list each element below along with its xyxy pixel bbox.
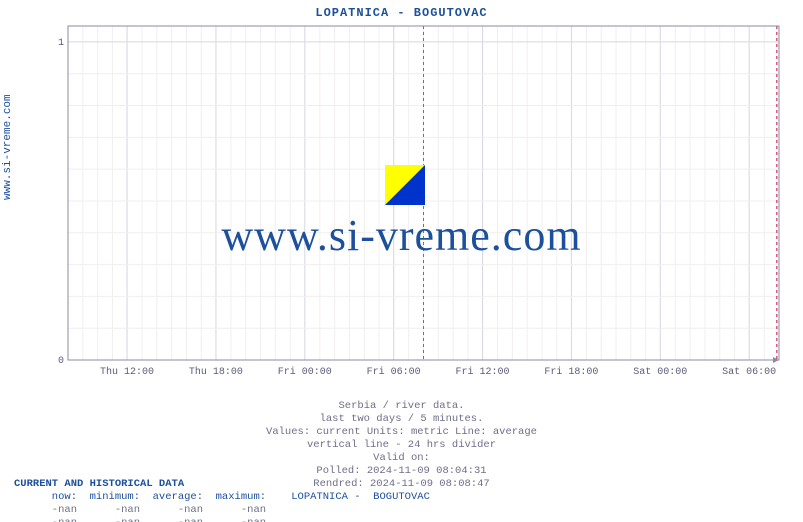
caption-line: last two days / 5 minutes. [0, 413, 803, 426]
chart-title: LOPATNICA - BOGUTOVAC [0, 6, 803, 20]
stats-row: -nan -nan -nan -nan [14, 517, 430, 522]
svg-text:Thu 12:00: Thu 12:00 [100, 366, 154, 378]
stats-columns: now: minimum: average: maximum: LOPATNIC… [14, 491, 430, 504]
stats-row: -nan -nan -nan -nan [14, 504, 430, 517]
svg-text:Fri 00:00: Fri 00:00 [278, 366, 332, 378]
watermark-logo-icon [385, 165, 425, 205]
svg-text:Thu 18:00: Thu 18:00 [189, 366, 243, 378]
side-label: www.si-vreme.com [2, 94, 14, 200]
svg-text:Sat 06:00: Sat 06:00 [722, 367, 776, 378]
svg-text:1: 1 [58, 38, 64, 49]
svg-text:Fri 06:00: Fri 06:00 [367, 366, 421, 378]
caption-line: Polled: 2024-11-09 08:04:31 [0, 465, 803, 478]
caption-line: Serbia / river data. [0, 400, 803, 413]
stats-block: CURRENT AND HISTORICAL DATA now: minimum… [14, 478, 430, 522]
watermark-text: www.si-vreme.com [0, 210, 803, 261]
caption-line: vertical line - 24 hrs divider [0, 439, 803, 452]
svg-text:Fri 18:00: Fri 18:00 [544, 366, 598, 378]
chart-page: www.si-vreme.com LOPATNICA - BOGUTOVAC T… [0, 0, 803, 522]
svg-text:Sat 00:00: Sat 00:00 [633, 367, 687, 378]
svg-text:0: 0 [58, 356, 64, 367]
caption-line: Valid on: [0, 452, 803, 465]
caption-line: Values: current Units: metric Line: aver… [0, 426, 803, 439]
svg-text:Fri 12:00: Fri 12:00 [456, 366, 510, 378]
stats-header: CURRENT AND HISTORICAL DATA [14, 478, 430, 491]
